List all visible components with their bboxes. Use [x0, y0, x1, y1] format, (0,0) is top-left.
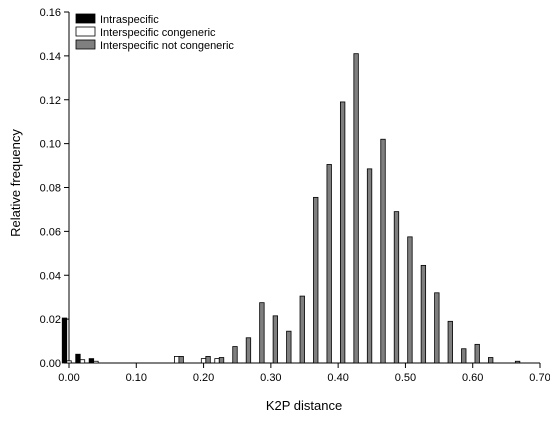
bar-intraspecific [61, 317, 68, 364]
bar-interspecific-not-congeneric [488, 357, 494, 364]
bar-interspecific-not-congeneric [299, 295, 305, 364]
bar-interspecific-not-congeneric [339, 101, 346, 364]
y-tick-label: 0.10 [40, 139, 61, 151]
bar-interspecific-not-congeneric [407, 236, 413, 364]
bar-interspecific-congeneric [66, 360, 72, 364]
bar-interspecific-not-congeneric [272, 315, 279, 364]
x-tick-label: 0.00 [58, 372, 79, 384]
legend-label: Interspecific congeneric [100, 27, 216, 39]
bar-interspecific-not-congeneric [461, 348, 467, 364]
x-axis-title: K2P distance [266, 398, 342, 413]
x-tick-label: 0.30 [260, 372, 281, 384]
y-tick-label: 0.14 [40, 51, 61, 63]
bar-intraspecific [88, 358, 95, 364]
bar-interspecific-not-congeneric [232, 346, 238, 364]
x-tick-label: 0.50 [395, 372, 416, 384]
bar-interspecific-not-congeneric [218, 357, 225, 364]
x-tick-label: 0.40 [327, 372, 348, 384]
bar-interspecific-congeneric [93, 360, 99, 364]
bar-interspecific-not-congeneric [259, 302, 265, 364]
x-tick-label: 0.60 [462, 372, 483, 384]
legend-swatch [75, 26, 96, 37]
y-tick-label: 0.08 [40, 183, 61, 195]
bar-interspecific-not-congeneric [205, 356, 211, 364]
bar-interspecific-congeneric [79, 359, 86, 364]
axes: 0.00 0.02 0.04 0.06 0.08 0.10 0.12 0.14 0.16 0.00… [40, 7, 550, 384]
legend-label: Intraspecific [100, 14, 159, 26]
bar-interspecific-not-congeneric [313, 196, 319, 364]
legend-swatch [75, 39, 96, 50]
bar-interspecific-not-congeneric [326, 164, 332, 364]
bar-intraspecific [75, 353, 81, 364]
bar-interspecific-congeneric [174, 356, 180, 364]
legend-swatch [75, 13, 96, 24]
bar-interspecific-congeneric [214, 358, 220, 364]
y-tick-label: 0.04 [40, 270, 61, 282]
bars [61, 53, 521, 364]
y-tick-label: 0.00 [40, 358, 61, 370]
x-tick-label: 0.20 [193, 372, 214, 384]
bar-interspecific-not-congeneric [353, 53, 359, 364]
bar-interspecific-not-congeneric [366, 168, 373, 364]
y-axis-title: Relative frequency [8, 129, 23, 237]
bar-interspecific-not-congeneric [380, 138, 386, 364]
bar-interspecific-not-congeneric [245, 337, 252, 364]
y-tick-label: 0.02 [40, 314, 61, 326]
x-tick-label: 0.70 [529, 372, 550, 384]
y-tick-label: 0.06 [40, 226, 61, 238]
bar-interspecific-not-congeneric [434, 292, 440, 364]
x-tick-label: 0.10 [126, 372, 147, 384]
bar-interspecific-not-congeneric [514, 360, 521, 364]
y-tick-label: 0.12 [40, 95, 61, 107]
y-tick-label: 0.16 [40, 7, 61, 19]
bar-interspecific-not-congeneric [447, 320, 453, 364]
bar-interspecific-not-congeneric [393, 211, 400, 364]
bar-interspecific-not-congeneric [286, 330, 292, 364]
bar-interspecific-congeneric [200, 358, 207, 364]
bar-interspecific-not-congeneric [178, 356, 184, 364]
bar-interspecific-not-congeneric [420, 264, 427, 364]
bar-interspecific-not-congeneric [474, 343, 480, 364]
legend-label: Interspecific not congeneric [100, 40, 234, 52]
